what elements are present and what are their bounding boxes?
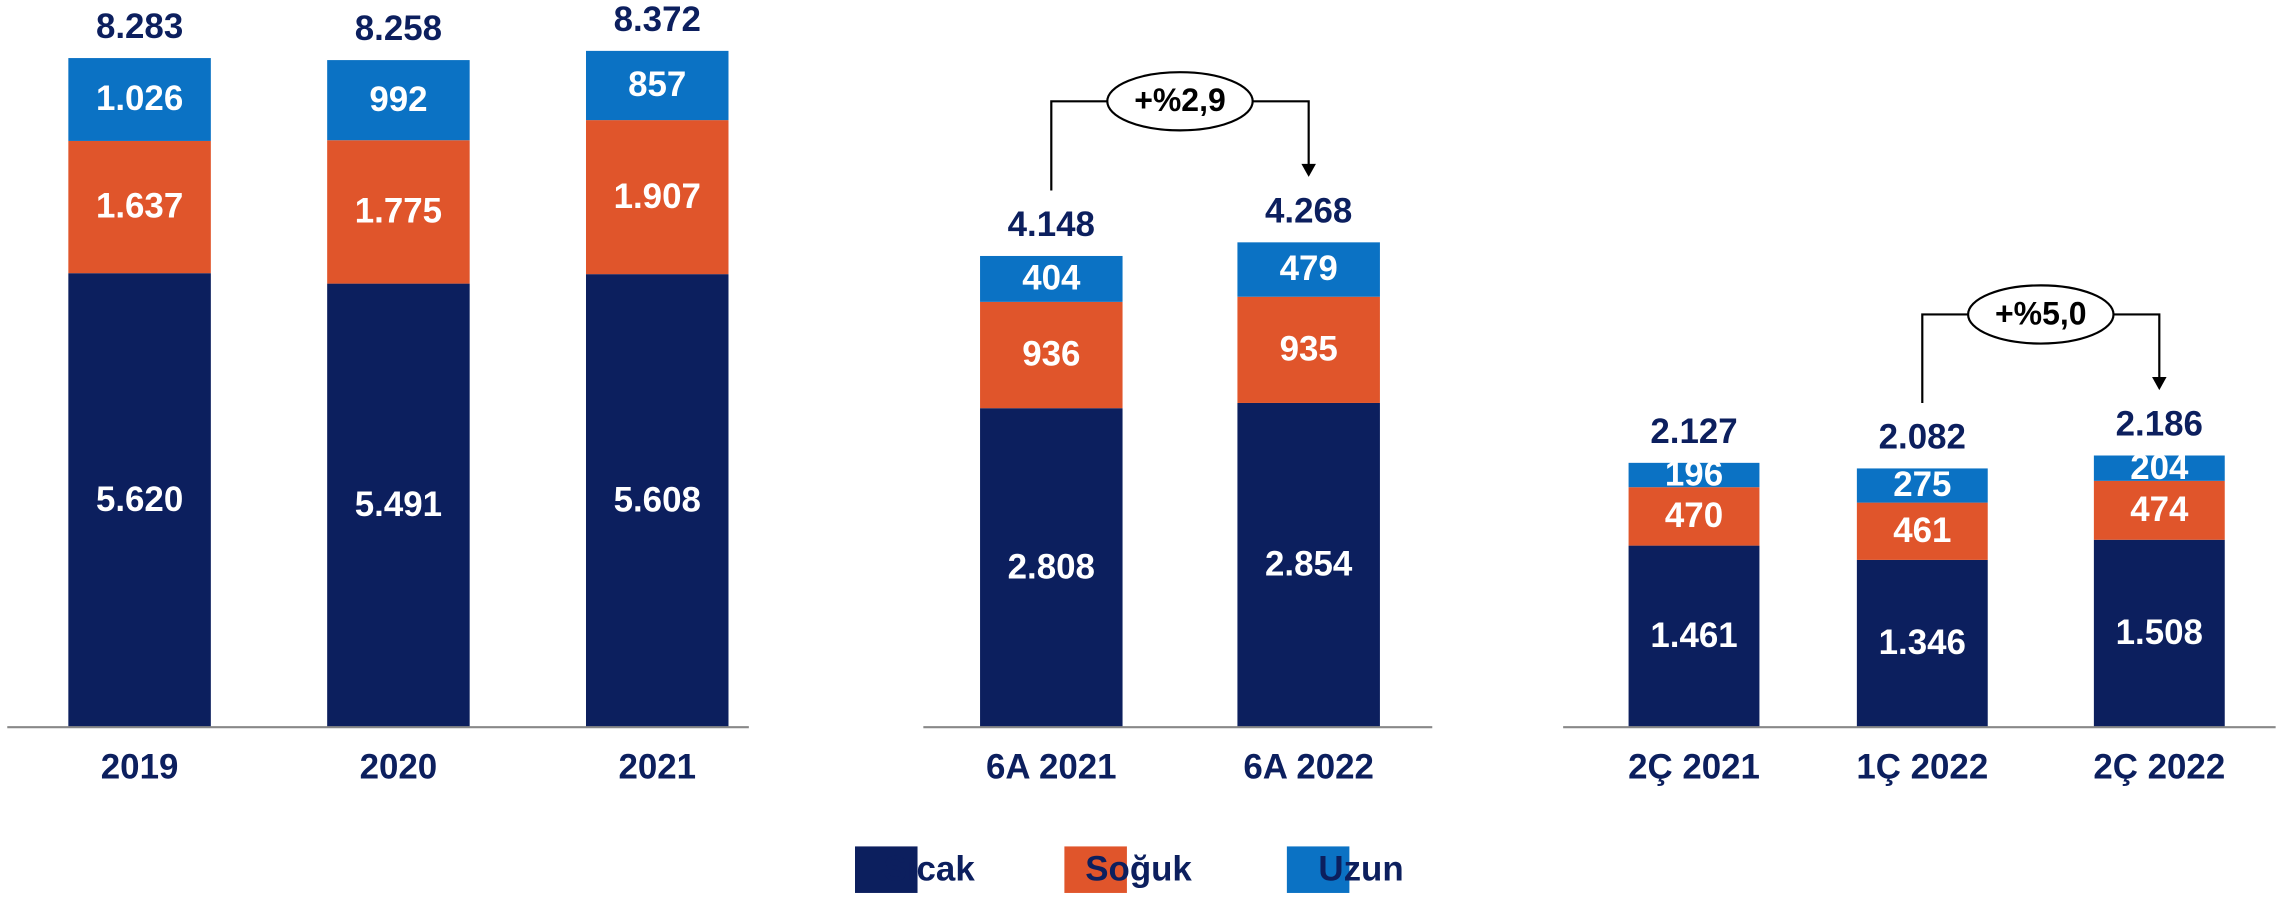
bar-segment xyxy=(327,140,470,284)
total-label: 8.258 xyxy=(355,9,442,48)
data-label: 2.854 xyxy=(1265,545,1353,584)
bar-segment xyxy=(1628,545,1760,728)
data-label: 1.907 xyxy=(614,177,701,216)
legend-label: Sıcak xyxy=(884,849,976,888)
bar-segment xyxy=(1856,468,1988,503)
data-label: 2.808 xyxy=(1008,547,1095,586)
bar-segment xyxy=(1628,487,1760,546)
data-label: 470 xyxy=(1665,496,1723,535)
annotation: +%2,9 xyxy=(1134,82,1226,118)
bar-segment xyxy=(1856,502,1988,560)
bar-segment xyxy=(585,50,729,121)
data-label: 936 xyxy=(1022,335,1080,374)
x-tick-label: 6A 2022 xyxy=(1243,748,1374,787)
annotation-arrow xyxy=(1921,313,2161,403)
bar-segment xyxy=(1628,462,1760,488)
bar-segment xyxy=(2093,480,2225,540)
data-label: 404 xyxy=(1022,259,1081,298)
arrow-head xyxy=(2152,376,2167,391)
bar-segment xyxy=(1237,402,1380,728)
data-label: 5.620 xyxy=(96,480,183,519)
data-label: 992 xyxy=(369,80,427,119)
x-tick-label: 2Ç 2021 xyxy=(1628,748,1760,787)
bar-segment xyxy=(980,408,1123,728)
total-label: 2.127 xyxy=(1650,412,1737,451)
legend-swatch xyxy=(1064,846,1127,893)
annotation-bubble xyxy=(1106,71,1254,132)
total-label: 2.186 xyxy=(2116,405,2203,444)
bar-segment xyxy=(327,283,470,728)
bar-segment xyxy=(68,140,211,274)
data-label: 935 xyxy=(1280,330,1338,369)
data-label: 1.346 xyxy=(1879,623,1966,662)
bar-segment xyxy=(68,58,211,141)
bar-segment xyxy=(585,274,729,728)
data-label: 1.775 xyxy=(355,192,442,231)
arrow-head xyxy=(1301,163,1316,177)
x-tick-label: 2019 xyxy=(101,748,179,787)
legend-swatch xyxy=(855,846,918,893)
bar-segment xyxy=(980,301,1123,409)
data-label: 479 xyxy=(1280,249,1338,288)
data-label: 857 xyxy=(628,65,686,104)
data-label: 5.608 xyxy=(614,480,701,519)
legend-swatch xyxy=(1286,846,1350,893)
bar-segment xyxy=(1237,296,1380,403)
data-label: 1.508 xyxy=(2116,613,2203,652)
data-label: 1.026 xyxy=(96,79,183,118)
annotation-bubble xyxy=(1967,284,2115,345)
bar-segment xyxy=(980,255,1123,302)
x-tick-label: 2Ç 2022 xyxy=(2093,748,2225,787)
bar-segment xyxy=(2093,539,2225,728)
x-tick-label: 1Ç 2022 xyxy=(1856,748,1988,787)
legend-label: Uzun xyxy=(1318,849,1403,888)
total-label: 2.082 xyxy=(1879,418,1966,457)
x-tick-label: 2021 xyxy=(618,748,696,787)
annotation-arrow xyxy=(1050,100,1310,191)
data-label: 204 xyxy=(2130,448,2189,487)
data-label: 474 xyxy=(2130,490,2189,529)
total-label: 4.268 xyxy=(1265,191,1352,230)
data-label: 1.637 xyxy=(96,187,183,226)
data-label: 5.491 xyxy=(355,485,442,524)
data-label: 461 xyxy=(1893,511,1951,550)
total-label: 4.148 xyxy=(1008,205,1095,244)
legend-label: Soğuk xyxy=(1085,849,1192,888)
data-label: 196 xyxy=(1665,455,1723,494)
bar-segment xyxy=(327,60,470,141)
total-label: 8.372 xyxy=(614,0,701,39)
total-label: 8.283 xyxy=(96,7,183,46)
bar-segment xyxy=(585,120,729,275)
bar-segment xyxy=(1237,242,1380,297)
x-tick-label: 6A 2021 xyxy=(986,748,1117,787)
bar-segment xyxy=(1856,559,1988,728)
data-label: 275 xyxy=(1893,465,1951,504)
x-tick-label: 2020 xyxy=(360,748,438,787)
bar-segment xyxy=(68,273,211,728)
data-label: 1.461 xyxy=(1650,616,1737,655)
annotation: +%5,0 xyxy=(1995,295,2087,331)
bar-segment xyxy=(2093,455,2225,481)
